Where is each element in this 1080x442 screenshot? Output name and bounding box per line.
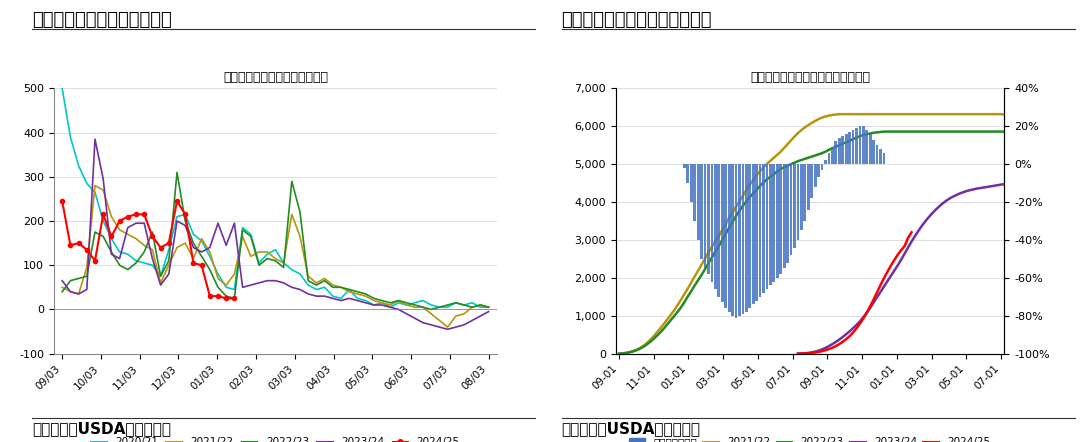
Bar (720, 164, 724, 302)
Bar (831, 147, 834, 164)
Bar (742, 164, 744, 314)
Bar (755, 164, 758, 301)
Bar (775, 164, 779, 278)
Bar (838, 137, 840, 164)
Text: 图：美豆周度出口季节性下滑: 图：美豆周度出口季节性下滑 (32, 11, 172, 29)
Bar (711, 164, 713, 282)
Bar (793, 164, 796, 248)
Bar (738, 164, 741, 316)
Bar (762, 164, 765, 293)
Bar (783, 164, 785, 268)
Bar (804, 164, 806, 221)
Bar (879, 149, 882, 164)
Bar (835, 141, 837, 164)
Bar (693, 164, 697, 221)
Bar (786, 164, 789, 263)
Bar (704, 164, 706, 268)
Bar (824, 160, 827, 164)
Bar (731, 164, 734, 316)
Bar (818, 164, 820, 177)
Title: 美国大豆周度销售情况（万吨）: 美国大豆周度销售情况（万吨） (222, 72, 328, 84)
Bar (845, 134, 848, 164)
Bar (697, 164, 700, 240)
Bar (876, 145, 878, 164)
Bar (780, 164, 782, 274)
Bar (797, 164, 799, 240)
Bar (734, 164, 738, 318)
Bar (707, 164, 710, 274)
Bar (766, 164, 768, 289)
Title: 美豆全球累计出口销售情况（万吨）: 美豆全球累计出口销售情况（万吨） (750, 72, 870, 84)
Bar (769, 164, 772, 286)
Bar (700, 164, 703, 259)
Text: 数据来源：USDA，国富期货: 数据来源：USDA，国富期货 (562, 421, 701, 436)
Bar (687, 164, 689, 183)
Bar (868, 134, 872, 164)
Bar (810, 164, 813, 198)
Bar (821, 164, 823, 170)
Bar (745, 164, 747, 312)
Text: 数据来源：USDA，国富期货: 数据来源：USDA，国富期货 (32, 421, 172, 436)
Bar (800, 164, 802, 230)
Bar (852, 130, 854, 164)
Bar (789, 164, 793, 255)
Bar (841, 136, 845, 164)
Bar (865, 130, 868, 164)
Bar (827, 153, 831, 164)
Bar (862, 126, 865, 164)
Bar (772, 164, 775, 282)
Bar (717, 164, 720, 297)
Bar (807, 164, 810, 210)
Bar (873, 140, 875, 164)
Bar (752, 164, 755, 305)
Text: 图：美豆累计出口同比增速放缓: 图：美豆累计出口同比增速放缓 (562, 11, 712, 29)
Bar (859, 126, 861, 164)
Bar (725, 164, 727, 308)
Bar (855, 128, 858, 164)
Legend: 累计同比（右）, 2021/22, 2022/23, 2023/24, 2024/25: 累计同比（右）, 2021/22, 2022/23, 2023/24, 2024… (625, 433, 995, 442)
Bar (748, 164, 752, 308)
Bar (714, 164, 717, 289)
Bar (814, 164, 816, 187)
Bar (848, 132, 851, 164)
Bar (690, 164, 692, 202)
Bar (683, 164, 686, 168)
Bar (728, 164, 730, 312)
Bar (882, 153, 886, 164)
Legend: 2020/21, 2021/22, 2022/23, 2023/24, 2024/25: 2020/21, 2021/22, 2022/23, 2023/24, 2024… (86, 433, 464, 442)
Bar (759, 164, 761, 297)
